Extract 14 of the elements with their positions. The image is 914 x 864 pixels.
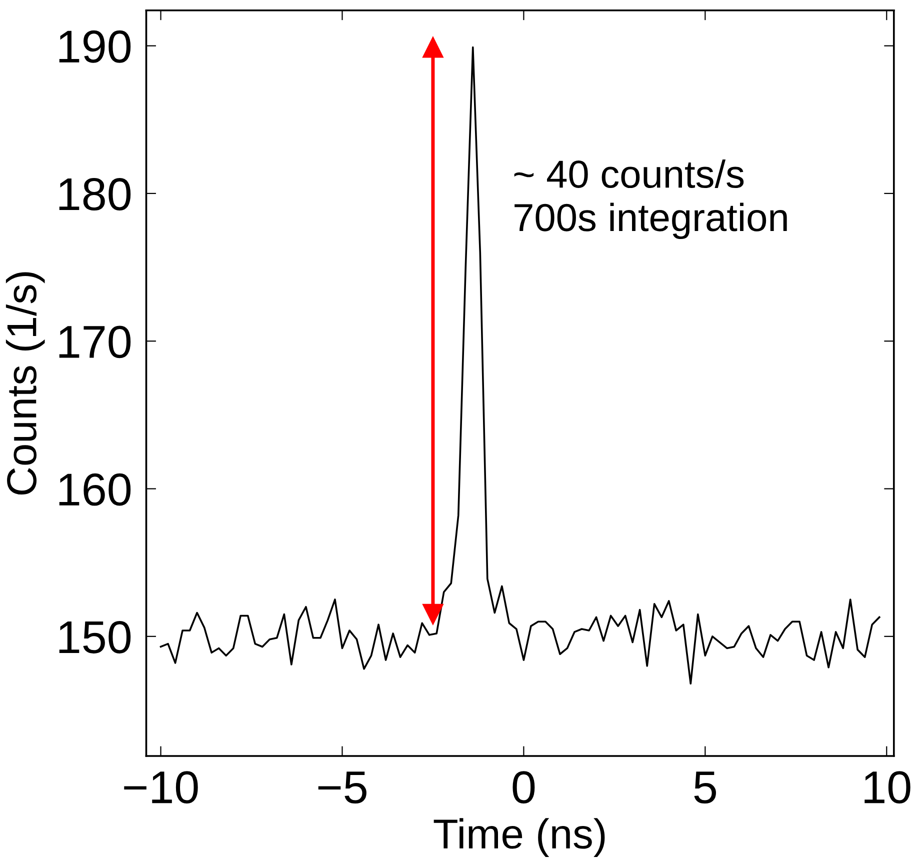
y-tick-label: 150 [59,621,131,654]
y-axis-title: Counts (1/s) [6,272,45,495]
x-tick-label: 10 [864,771,910,804]
x-axis-title: Time (ns) [434,818,605,857]
line-series [160,46,880,685]
x-tick-label: 0 [512,771,535,804]
y-tick-label: 180 [59,178,131,211]
x-tick-label: −5 [318,772,366,804]
annotation: ~ 40 counts/s 700s integration [514,159,787,240]
y-tick-label: 170 [59,326,131,358]
x-tick-label: −10 [124,771,198,804]
y-tick-label: 190 [59,30,131,63]
y-tick-label: 160 [59,473,131,506]
x-tick-label: 5 [694,772,716,804]
